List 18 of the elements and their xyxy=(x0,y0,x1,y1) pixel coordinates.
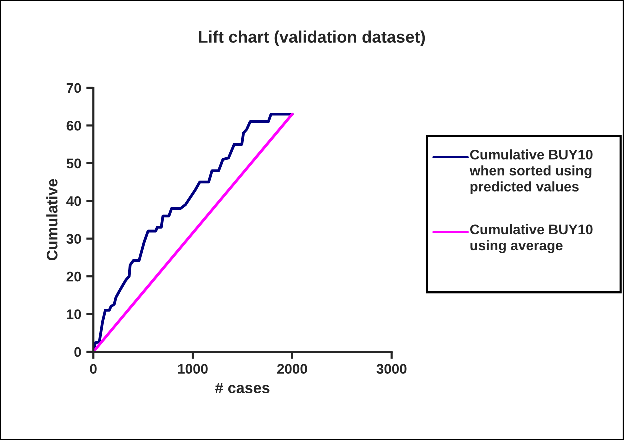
x-tick-label: 0 xyxy=(90,364,97,374)
legend-label: Cumulative BUY10 using average xyxy=(470,224,593,254)
y-tick-label: 10 xyxy=(67,310,82,320)
x-tick-label: 3000 xyxy=(376,364,407,374)
y-tick-label: 70 xyxy=(66,83,82,94)
legend-label: Cumulative BUY10 when sorted using predicted values xyxy=(470,150,593,195)
chart-title: Lift chart (validation dataset) xyxy=(199,30,426,46)
x-axis-title: # cases xyxy=(215,382,270,394)
x-tick-label: 2000 xyxy=(277,364,308,374)
line-series xyxy=(94,113,294,352)
y-tick-label: 0 xyxy=(74,347,82,358)
y-tick-label: 40 xyxy=(66,196,82,206)
y-tick-label: 50 xyxy=(66,158,82,169)
y-tick-label: 30 xyxy=(66,234,82,244)
y-tick-label: 20 xyxy=(66,272,82,282)
x-tick-label: 1000 xyxy=(178,364,208,374)
y-tick-label: 60 xyxy=(66,121,82,131)
y-axis-title: Cumulative xyxy=(46,179,58,261)
